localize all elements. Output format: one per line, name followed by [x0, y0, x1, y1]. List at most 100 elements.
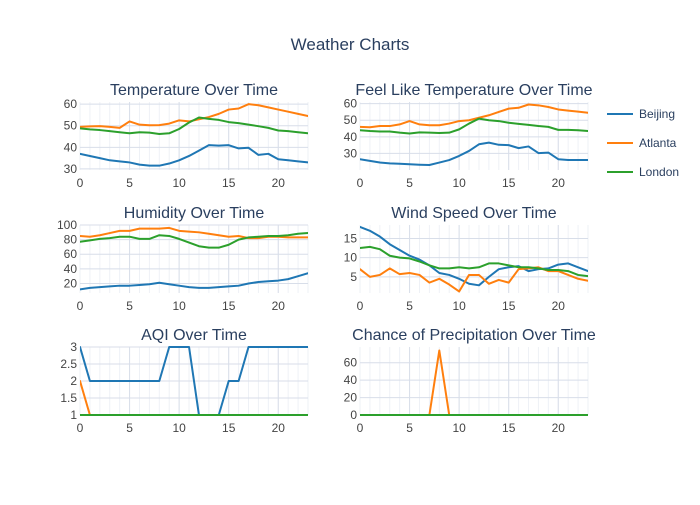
- subplot-title: Wind Speed Over Time: [391, 205, 557, 222]
- series-lines: [360, 103, 588, 167]
- x-tick-label: 10: [172, 299, 186, 313]
- grid-lines: [79, 102, 309, 170]
- x-tick-label: 10: [172, 176, 186, 190]
- series-line-london: [80, 232, 308, 249]
- y-tick-label: 2.5: [60, 357, 77, 371]
- subplot-4: Wind Speed Over Time 0 5 10 15 20 5 10 15: [344, 205, 589, 313]
- series-line-london: [360, 117, 588, 135]
- x-tick-label: 5: [406, 176, 413, 190]
- series-line-atlanta: [360, 266, 588, 293]
- subplot-title: AQI Over Time: [141, 327, 247, 344]
- y-tick-labels: 5 10 15: [344, 231, 358, 283]
- legend-item-london[interactable]: London: [607, 165, 679, 179]
- y-tick-label: 50: [344, 113, 358, 127]
- y-tick-label: 60: [344, 356, 358, 370]
- series-line-london: [80, 116, 308, 135]
- x-tick-labels: 0 5 10 15 20: [77, 299, 286, 313]
- y-tick-label: 20: [344, 391, 358, 405]
- series-line-london: [360, 245, 588, 278]
- series-lines: [360, 349, 588, 416]
- subplot-title: Feel Like Temperature Over Time: [355, 82, 592, 99]
- legend-item-atlanta[interactable]: Atlanta: [607, 136, 677, 150]
- x-tick-label: 0: [77, 299, 84, 313]
- x-tick-label: 10: [452, 299, 466, 313]
- y-tick-label: 60: [64, 247, 78, 261]
- y-tick-label: 10: [344, 251, 358, 265]
- y-tick-label: 40: [64, 262, 78, 276]
- y-tick-labels: 0 20 40 60: [344, 356, 358, 422]
- x-tick-labels: 0 5 10 15 20: [357, 176, 566, 190]
- x-tick-label: 0: [77, 176, 84, 190]
- y-tick-label: 60: [64, 97, 78, 111]
- subplot-5: AQI Over Time 0 5 10 15 20 1 1.5 2 2.5 3: [60, 327, 309, 435]
- y-tick-label: 0: [350, 408, 357, 422]
- x-tick-label: 5: [126, 176, 133, 190]
- series-line-beijing: [80, 346, 308, 416]
- subplot-title: Chance of Precipitation Over Time: [352, 327, 596, 344]
- x-tick-label: 0: [357, 421, 364, 435]
- y-tick-label: 3: [70, 340, 77, 354]
- plot-area: [360, 347, 588, 415]
- y-tick-label: 30: [64, 162, 78, 176]
- x-tick-label: 15: [502, 421, 516, 435]
- subplot-title: Humidity Over Time: [124, 205, 265, 222]
- x-tick-label: 20: [272, 176, 286, 190]
- y-tick-label: 50: [64, 119, 78, 133]
- plot-area: [360, 225, 588, 293]
- series-lines: [80, 346, 308, 416]
- series-line-beijing: [360, 225, 588, 287]
- legend[interactable]: Beijing Atlanta London: [607, 107, 679, 179]
- y-tick-label: 60: [344, 97, 358, 111]
- x-tick-label: 20: [272, 299, 286, 313]
- y-tick-label: 40: [344, 130, 358, 144]
- y-tick-label: 40: [344, 373, 358, 387]
- series-line-beijing: [360, 141, 588, 167]
- x-tick-label: 10: [172, 421, 186, 435]
- x-tick-label: 10: [452, 421, 466, 435]
- subplot-title: Temperature Over Time: [110, 82, 278, 99]
- x-tick-label: 20: [552, 176, 566, 190]
- x-tick-label: 0: [357, 299, 364, 313]
- x-tick-label: 15: [222, 299, 236, 313]
- x-tick-label: 5: [406, 421, 413, 435]
- series-lines: [80, 103, 308, 167]
- series-lines: [80, 226, 308, 291]
- figure-title: Weather Charts: [291, 35, 410, 54]
- x-tick-label: 20: [272, 421, 286, 435]
- y-tick-label: 80: [64, 233, 78, 247]
- y-tick-label: 40: [64, 140, 78, 154]
- legend-item-beijing[interactable]: Beijing: [607, 107, 675, 121]
- y-tick-label: 2: [70, 374, 77, 388]
- x-tick-label: 20: [552, 299, 566, 313]
- subplot-2: Feel Like Temperature Over Time 0 5 10 15 20 3…: [344, 82, 593, 190]
- x-tick-label: 15: [222, 421, 236, 435]
- y-tick-label: 20: [64, 276, 78, 290]
- subplot-1: Temperature Over Time 0 5 10 15 20 30 40 50 60: [64, 82, 309, 190]
- y-tick-label: 100: [57, 218, 77, 232]
- x-tick-labels: 0 5 10 15 20: [357, 299, 566, 313]
- y-tick-label: 5: [350, 270, 357, 284]
- x-tick-labels: 0 5 10 15 20: [357, 421, 566, 435]
- x-tick-label: 15: [502, 176, 516, 190]
- x-tick-label: 5: [126, 299, 133, 313]
- y-tick-labels: 30 40 50 60: [64, 97, 78, 176]
- y-tick-label: 1.5: [60, 391, 77, 405]
- x-tick-label: 15: [222, 176, 236, 190]
- plot-area: [360, 102, 588, 170]
- legend-label: London: [639, 165, 679, 179]
- y-tick-labels: 30 40 50 60: [344, 97, 358, 161]
- series-line-beijing: [80, 144, 308, 167]
- y-tick-label: 15: [344, 231, 358, 245]
- series-line-atlanta: [360, 103, 588, 129]
- x-tick-label: 10: [452, 176, 466, 190]
- subplot-6: Chance of Precipitation Over Time 0 5 10 15 2…: [344, 327, 596, 435]
- x-tick-labels: 0 5 10 15 20: [77, 421, 286, 435]
- legend-label: Atlanta: [639, 136, 677, 150]
- x-tick-label: 5: [126, 421, 133, 435]
- x-tick-label: 15: [502, 299, 516, 313]
- series-line-beijing: [80, 272, 308, 291]
